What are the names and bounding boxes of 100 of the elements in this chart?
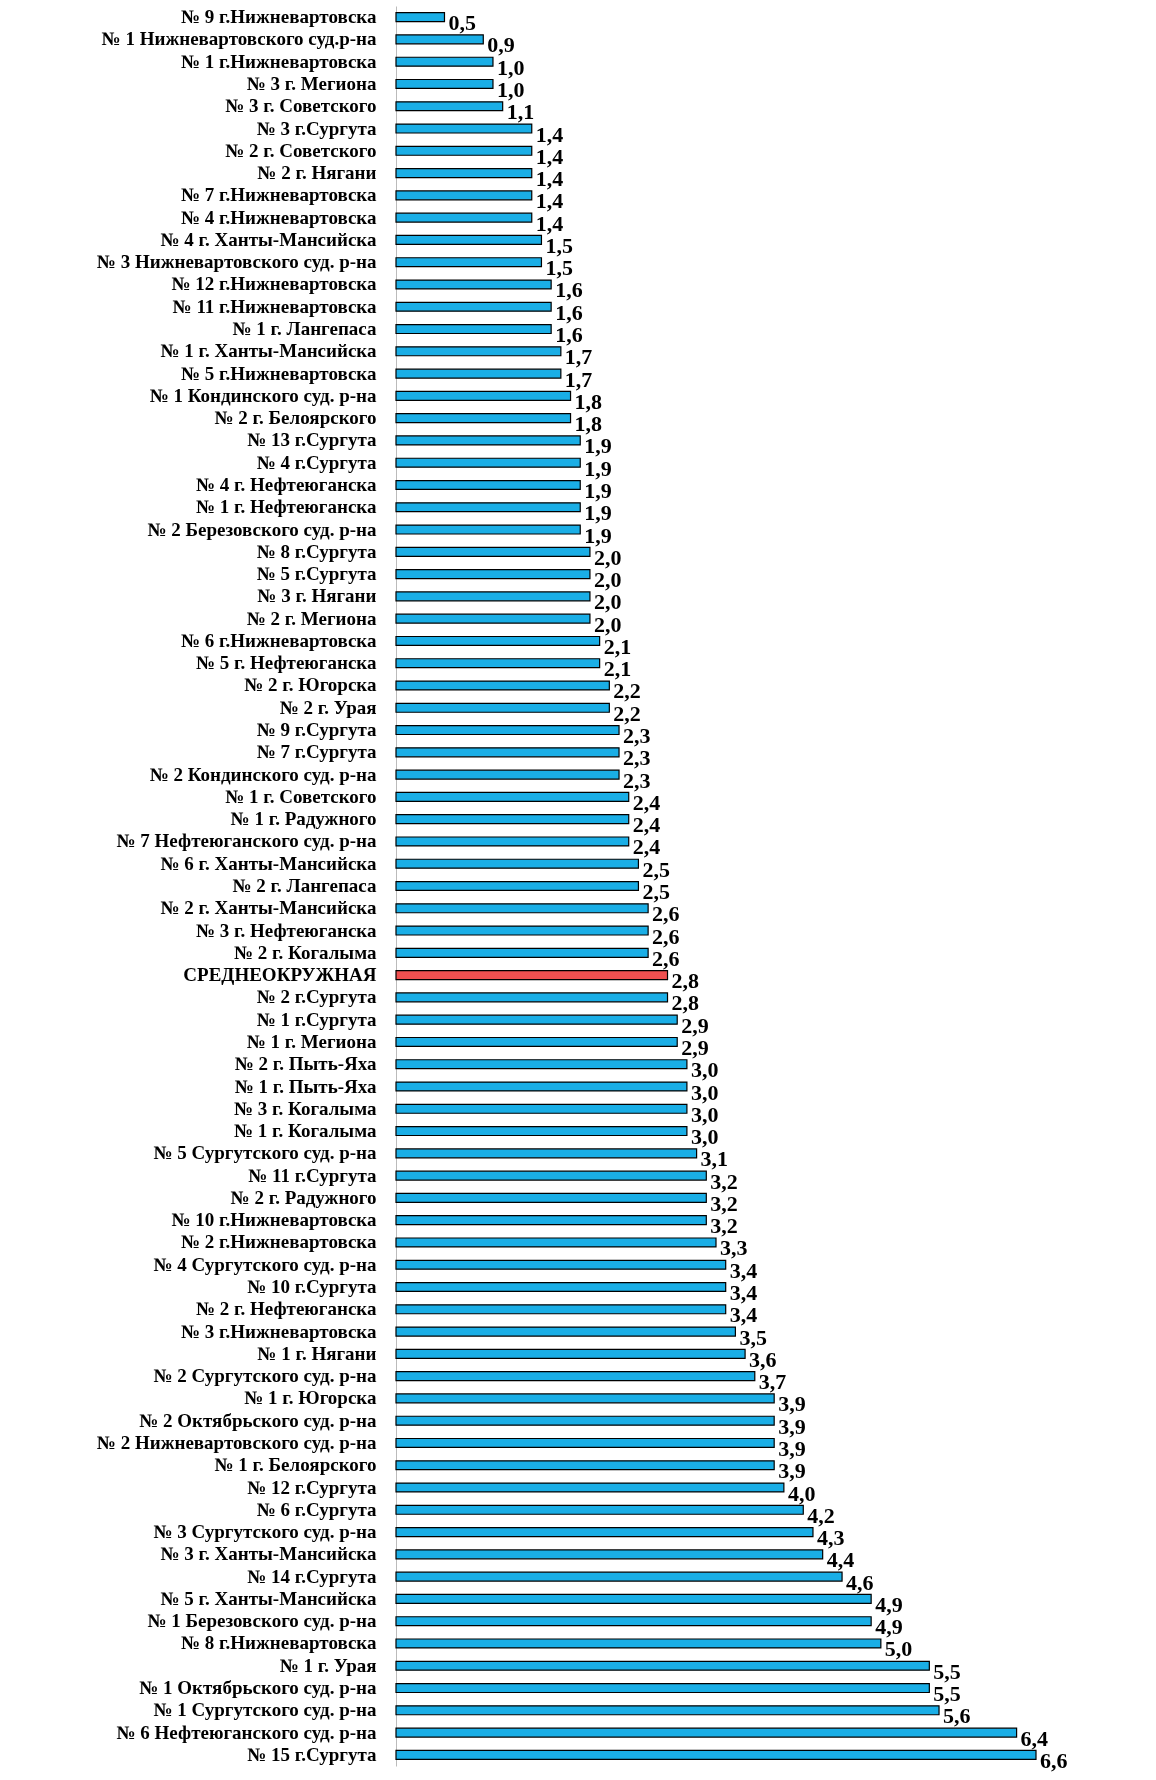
bar xyxy=(395,1393,775,1404)
y-tick-label: № 8 г.Нижневартовска xyxy=(181,1632,377,1654)
bar xyxy=(395,502,581,513)
bar xyxy=(395,1014,678,1025)
data-label: 0,9 xyxy=(487,32,515,58)
bar xyxy=(395,791,630,802)
bar xyxy=(395,814,630,825)
y-tick-label: № 10 г.Нижневартовска xyxy=(171,1209,377,1231)
bar xyxy=(395,78,494,90)
y-tick-label: № 2 г. Когалыма xyxy=(233,941,377,963)
y-tick-label: № 2 г. Белоярского xyxy=(214,407,377,429)
bar xyxy=(395,546,591,557)
y-tick-label: № 9 г.Нижневартовска xyxy=(181,6,377,28)
bar xyxy=(395,457,581,468)
bar xyxy=(395,234,543,245)
y-tick-label: № 3 Нижневартовского суд. р-на xyxy=(96,251,377,273)
bar xyxy=(395,1371,756,1382)
y-tick-label: № 3 г. Нягани xyxy=(257,585,377,607)
data-label: 4,2 xyxy=(807,1502,835,1528)
bar xyxy=(395,1192,707,1203)
y-tick-label: № 5 г. Ханты-Мансийска xyxy=(160,1587,377,1609)
y-tick-label: № 2 Кондинского суд. р-на xyxy=(149,763,377,785)
bar xyxy=(395,1482,785,1493)
bar xyxy=(395,168,533,179)
bar xyxy=(395,301,552,312)
bar xyxy=(395,1126,688,1137)
bar xyxy=(395,1059,688,1070)
bar xyxy=(395,1036,678,1048)
y-tick-label: № 9 г.Сургута xyxy=(256,719,377,741)
bar xyxy=(395,190,533,201)
y-tick-label: № 1 Нижневартовского суд.р-на xyxy=(101,28,377,50)
y-tick-label: № 3 Сургутского суд. р-на xyxy=(153,1521,377,1543)
y-tick-label: № 12 г.Нижневартовска xyxy=(171,273,377,295)
bar xyxy=(395,680,610,691)
bar xyxy=(395,591,591,602)
bar xyxy=(395,1281,727,1293)
bar xyxy=(395,880,640,892)
y-tick-label: № 15 г.Сургута xyxy=(247,1743,377,1765)
y-tick-label: № 3 г. Советского xyxy=(225,95,377,117)
y-tick-label: № 12 г.Сургута xyxy=(247,1476,377,1498)
bar xyxy=(395,1304,727,1315)
bar xyxy=(395,970,669,981)
y-tick-label: № 1 Октябрьского суд. р-на xyxy=(139,1677,377,1699)
y-tick-label: № 4 Сургутского суд. р-на xyxy=(153,1253,377,1275)
y-tick-label: № 2 Березовского суд. р-на xyxy=(147,518,377,540)
bar xyxy=(395,1616,872,1627)
y-tick-label: № 1 г. Мегиона xyxy=(246,1030,377,1052)
bar xyxy=(395,101,504,112)
y-tick-label: № 1 г. Радужного xyxy=(230,808,377,830)
y-tick-label: № 4 г.Сургута xyxy=(256,451,377,473)
bar xyxy=(395,323,552,335)
y-tick-label: № 5 г.Нижневартовска xyxy=(181,362,377,384)
y-tick-label: № 2 г. Лангепаса xyxy=(232,875,377,896)
bar xyxy=(395,346,562,357)
y-tick-label: № 2 г. Радужного xyxy=(230,1186,377,1208)
bar xyxy=(395,724,620,736)
y-tick-label: № 1 г. Югорска xyxy=(244,1387,377,1409)
bar xyxy=(395,123,533,134)
data-label: 5,5 xyxy=(933,1658,961,1684)
y-tick-label: № 3 г. Когалыма xyxy=(233,1097,377,1119)
bar xyxy=(395,658,601,669)
bar xyxy=(395,34,484,45)
bar xyxy=(395,1415,775,1426)
bar xyxy=(395,479,581,491)
bar xyxy=(395,1148,698,1159)
y-tick-label: № 2 г. Югорска xyxy=(244,674,377,696)
y-tick-label: № 6 г.Нижневартовска xyxy=(181,629,377,651)
bar xyxy=(395,1326,736,1337)
y-tick-label: № 5 г.Сургута xyxy=(256,563,377,585)
y-tick-label: № 3 г.Сургута xyxy=(256,117,377,139)
bar xyxy=(395,435,581,446)
data-label: 0,5 xyxy=(448,10,476,36)
y-tick-label: № 1 г.Нижневартовска xyxy=(181,50,377,72)
bar xyxy=(395,1103,688,1114)
bar xyxy=(395,212,533,223)
y-tick-label: № 4 г. Ханты-Мансийска xyxy=(160,228,377,250)
bar xyxy=(395,1749,1037,1760)
bar xyxy=(395,413,572,424)
y-tick-label: № 2 г. Пыть-Яха xyxy=(234,1053,377,1075)
bar xyxy=(395,1259,727,1270)
bar xyxy=(395,1549,824,1560)
bar xyxy=(395,1593,872,1604)
bar xyxy=(395,1638,882,1649)
y-tick-label: № 11 г.Нижневартовска xyxy=(172,295,377,317)
y-tick-label: № 2 г. Урая xyxy=(279,696,377,718)
data-label: 4,9 xyxy=(875,1591,903,1617)
bar xyxy=(395,257,543,268)
y-tick-label: № 2 Сургутского суд. р-на xyxy=(153,1365,377,1387)
y-tick-label: № 3 г. Мегиона xyxy=(246,72,377,94)
data-label: 4,6 xyxy=(846,1569,874,1595)
y-tick-label: № 8 г.Сургута xyxy=(256,540,377,562)
bar xyxy=(395,925,649,936)
bar xyxy=(395,569,591,580)
data-label: 3,9 xyxy=(778,1391,806,1417)
y-tick-label: № 2 г. Ханты-Мансийска xyxy=(160,897,377,919)
bar xyxy=(395,1571,843,1582)
y-tick-label: № 6 г.Сургута xyxy=(256,1498,377,1520)
bar xyxy=(395,1348,746,1359)
y-tick-label: № 1 г. Пыть-Яха xyxy=(234,1075,377,1097)
bar xyxy=(395,903,649,914)
